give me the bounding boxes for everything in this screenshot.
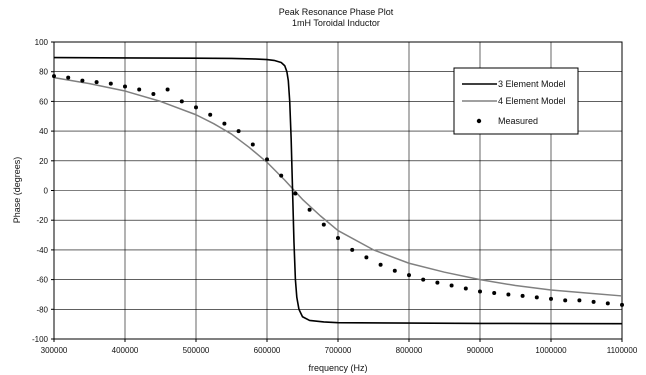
y-tick-label: -80: [36, 305, 48, 314]
data-point: [52, 74, 56, 79]
data-point: [392, 268, 397, 273]
legend-swatch-measured: [476, 118, 482, 124]
data-point: [605, 301, 610, 306]
data-point: [165, 87, 170, 92]
x-tick-label: 600000: [254, 346, 281, 355]
x-axis-label: frequency (Hz): [308, 363, 367, 373]
data-point: [123, 84, 127, 89]
data-point: [478, 289, 482, 294]
y-axis-label: Phase (degrees): [12, 157, 22, 224]
x-tick-label: 1100000: [607, 346, 638, 355]
y-tick-label: 0: [44, 187, 49, 196]
chart-title: Peak Resonance Phase Plot: [279, 7, 394, 17]
data-point: [336, 236, 340, 241]
data-point: [591, 299, 596, 304]
data-point: [293, 191, 298, 196]
grid-lines: [53, 41, 623, 340]
x-tick-label: 500000: [183, 346, 210, 355]
data-point: [435, 280, 440, 285]
data-point: [449, 283, 454, 288]
x-tick-label: 800000: [396, 346, 423, 355]
data-point: [222, 121, 227, 126]
series-markers-measured: [52, 74, 624, 307]
series-layer: [52, 56, 624, 325]
y-tick-label: 40: [39, 127, 48, 136]
series-line-4-element-model: [53, 76, 623, 297]
data-point: [364, 255, 369, 260]
y-tick-label: -100: [32, 335, 49, 344]
data-point: [520, 293, 525, 298]
y-tick-label: 20: [39, 157, 48, 166]
chart-subtitle: 1mH Toroidal Inductor: [292, 18, 380, 28]
data-point: [94, 80, 99, 85]
data-point: [506, 292, 511, 297]
data-point: [80, 78, 85, 83]
data-point: [265, 157, 269, 162]
y-axis: -100 -80 -60 -40 -20 0 20 40 60 80 100: [32, 38, 54, 344]
data-point: [492, 290, 497, 295]
data-point: [534, 295, 539, 300]
data-point: [236, 129, 241, 134]
data-point: [208, 112, 213, 117]
data-point: [407, 273, 411, 278]
data-point: [151, 91, 156, 96]
data-point: [563, 298, 568, 303]
series-line-3-element-model: [53, 56, 623, 325]
y-tick-label: 60: [39, 97, 48, 106]
data-point: [421, 277, 426, 282]
data-point: [549, 296, 553, 301]
x-tick-label: 700000: [325, 346, 352, 355]
data-point: [108, 81, 113, 86]
legend-label-measured: Measured: [498, 116, 538, 126]
data-point: [321, 222, 326, 227]
data-point: [577, 298, 582, 303]
legend-label-4-element-model: 4 Element Model: [498, 96, 566, 106]
x-tick-label: 400000: [112, 346, 139, 355]
data-point: [307, 207, 312, 212]
data-point: [279, 173, 284, 178]
x-tick-label: 900000: [467, 346, 494, 355]
data-point: [137, 87, 142, 92]
data-point: [463, 286, 468, 291]
y-tick-label: 80: [39, 68, 48, 77]
x-axis: 300000 400000 500000 600000 700000 800000 9000…: [41, 339, 638, 355]
data-point: [620, 302, 624, 307]
data-point: [194, 105, 198, 110]
y-tick-label: -60: [36, 276, 48, 285]
data-point: [250, 142, 255, 147]
y-tick-label: -40: [36, 246, 48, 255]
data-point: [179, 99, 184, 104]
y-tick-label: -20: [36, 216, 48, 225]
x-tick-label: 1000000: [535, 346, 567, 355]
data-point: [378, 262, 383, 267]
y-tick-label: 100: [35, 38, 49, 47]
legend-items: 3 Element Model 4 Element Model Measured: [462, 79, 566, 126]
data-point: [66, 75, 71, 80]
legend: 3 Element Model 4 Element Model Measured: [453, 67, 579, 135]
x-tick-label: 300000: [41, 346, 68, 355]
legend-label-3-element-model: 3 Element Model: [498, 79, 566, 89]
data-point: [350, 247, 355, 252]
